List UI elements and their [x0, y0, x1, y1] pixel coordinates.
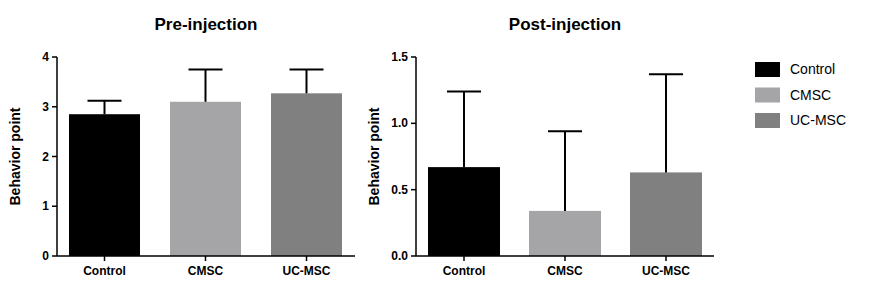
x-tick-label: Control [443, 264, 486, 278]
error-stem [665, 74, 667, 172]
y-tick-label: 0.0 [391, 249, 408, 263]
y-tick-label: 1.5 [391, 50, 408, 64]
legend-swatch [755, 88, 780, 103]
legend: Control CMSC UC-MSC [755, 61, 846, 128]
y-tick [411, 56, 416, 58]
legend-label: UC-MSC [790, 112, 846, 128]
error-bar [290, 69, 324, 93]
y-tick [411, 255, 416, 257]
y-tick-label: 0.5 [391, 183, 408, 197]
figure: Pre-injectionBehavior point01234ControlC… [0, 0, 870, 294]
panel: Post-injection Behavior point 0.0 0.5 1.0 1.5… [366, 15, 714, 278]
bar [630, 172, 702, 256]
y-tick-label: 2 [42, 150, 49, 164]
x-tick [205, 256, 207, 261]
legend-label: CMSC [790, 87, 831, 103]
error-bar [649, 74, 683, 172]
error-cap [649, 73, 683, 75]
x-tick [104, 256, 106, 261]
error-bar [88, 101, 122, 114]
y-tick [52, 106, 57, 108]
error-stem [205, 69, 207, 101]
bars [428, 74, 702, 256]
error-cap [447, 90, 481, 92]
bar [529, 211, 601, 256]
x-tick-label: UC-MSC [283, 264, 331, 278]
title: Pre-injection [155, 15, 258, 34]
legend-swatch [755, 62, 780, 77]
error-stem [306, 69, 308, 93]
bar [170, 102, 241, 256]
y-tick-label: 1.0 [391, 116, 408, 130]
legend-label: Control [790, 61, 835, 77]
y-tick [52, 255, 57, 257]
y-tick-label: 1 [42, 199, 49, 213]
error-bar [548, 131, 582, 211]
x-tick-label: CMSC [188, 264, 224, 278]
x-tick-label: Control [83, 264, 126, 278]
x-tick [665, 256, 667, 261]
panel: Pre-injection Behavior point 0 1 2 3 4 Control C… [7, 15, 355, 278]
title: Post-injection [509, 15, 621, 34]
bars [69, 69, 342, 256]
x-tick [463, 256, 465, 261]
legend-swatch [755, 113, 780, 128]
y-axis-label: Behavior point [7, 107, 23, 205]
error-cap [290, 68, 324, 70]
error-stem [564, 131, 566, 211]
y-tick [52, 56, 57, 58]
y-tick-label: 4 [42, 50, 49, 64]
x-tick [306, 256, 308, 261]
error-stem [104, 101, 106, 114]
y-tick [52, 156, 57, 158]
x-tick-label: UC-MSC [642, 264, 690, 278]
y-tick [411, 189, 416, 191]
error-stem [463, 91, 465, 167]
y-tick-label: 3 [42, 100, 49, 114]
x-tick-label: CMSC [547, 264, 583, 278]
x-tick [564, 256, 566, 261]
error-cap [88, 100, 122, 102]
error-bar [189, 69, 223, 101]
bar [428, 167, 500, 256]
error-cap [189, 68, 223, 70]
y-tick [411, 123, 416, 125]
y-axis [415, 57, 417, 256]
bar [69, 114, 140, 256]
bar [271, 93, 342, 256]
y-axis-label: Behavior point [366, 107, 382, 205]
error-bar [447, 91, 481, 167]
error-cap [548, 130, 582, 132]
y-tick-label: 0 [42, 249, 49, 263]
y-tick [52, 206, 57, 208]
